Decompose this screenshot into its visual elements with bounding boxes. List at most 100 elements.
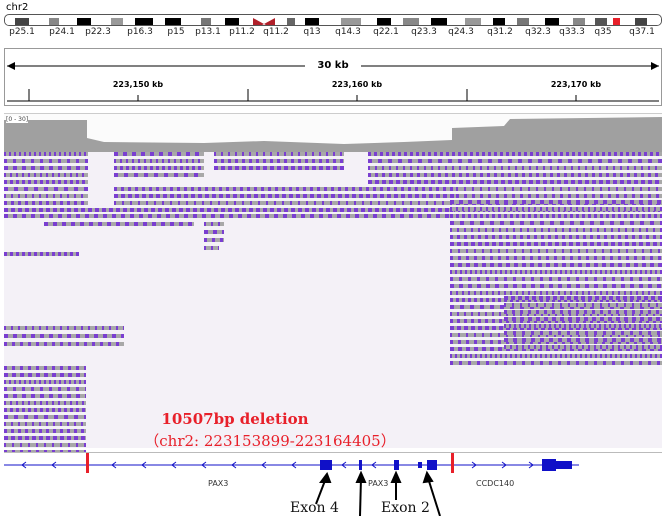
ruler-tick-label: 223,150 kb xyxy=(112,80,164,89)
read xyxy=(450,361,662,365)
read xyxy=(4,208,450,212)
read xyxy=(4,180,88,184)
ruler-span-label: 30 kb xyxy=(317,60,349,71)
read xyxy=(4,443,86,447)
read xyxy=(4,394,86,398)
read xyxy=(114,152,204,156)
read xyxy=(450,200,662,204)
band-label: q33.3 xyxy=(559,27,585,37)
read xyxy=(4,415,86,419)
read xyxy=(450,277,662,281)
chromosome-label: chr2 xyxy=(6,2,29,13)
band-label: q11.2 xyxy=(263,27,289,37)
read xyxy=(214,152,344,156)
read xyxy=(4,342,124,346)
read xyxy=(368,166,662,170)
read xyxy=(4,366,86,370)
read xyxy=(504,338,662,342)
read xyxy=(504,331,662,335)
read xyxy=(204,238,224,242)
read xyxy=(368,180,662,184)
read xyxy=(450,326,662,330)
read xyxy=(368,173,662,177)
read xyxy=(368,152,662,156)
coverage-track[interactable]: [0 - 30] xyxy=(4,113,662,152)
gene-track-graphic xyxy=(4,445,579,473)
read xyxy=(504,317,662,321)
gene-label-ccdc140: CCDC140 xyxy=(476,479,515,488)
band-label: p15 xyxy=(167,27,185,37)
read xyxy=(450,347,662,351)
read xyxy=(450,228,662,232)
read xyxy=(4,152,88,156)
read xyxy=(450,333,662,337)
band-label: p13.1 xyxy=(195,27,221,37)
read xyxy=(4,436,86,440)
read xyxy=(4,159,88,163)
genomic-ruler[interactable]: 30 kb 223,150 kb 223,160 kb 223,170 kb xyxy=(4,48,662,106)
ruler-graphic xyxy=(7,59,659,102)
gene-label-pax3: PAX3 xyxy=(208,479,229,488)
coverage-range-label: [0 - 30] xyxy=(6,116,29,123)
read xyxy=(4,408,86,412)
gene-track[interactable]: PAX3 PAX3 CCDC140 xyxy=(4,445,662,489)
ruler-tick-label: 223,160 kb xyxy=(331,80,383,89)
band-label: q37.1 xyxy=(629,27,655,37)
read xyxy=(204,230,224,234)
read xyxy=(450,263,662,267)
read xyxy=(204,246,219,250)
read xyxy=(450,256,662,260)
read xyxy=(114,194,454,198)
read xyxy=(114,173,204,177)
alignment-reads-track[interactable] xyxy=(4,152,662,461)
read xyxy=(450,298,662,302)
exon4-label: Exon 4 xyxy=(290,500,339,516)
band-label: p25.1 xyxy=(9,27,35,37)
chromosome-ideogram[interactable] xyxy=(4,14,662,26)
band-label: p11.2 xyxy=(229,27,255,37)
read xyxy=(450,207,662,211)
band-label: p22.3 xyxy=(85,27,111,37)
read xyxy=(450,284,662,288)
read xyxy=(4,214,450,218)
read xyxy=(450,291,662,295)
cytoband-labels: p25.1 p24.1 p22.3 p16.3 p15 p13.1 p11.2 … xyxy=(0,27,666,39)
band-label: q22.1 xyxy=(373,27,399,37)
band-label: q24.3 xyxy=(448,27,474,37)
band-label: q14.3 xyxy=(335,27,361,37)
read xyxy=(4,187,88,191)
read xyxy=(504,345,662,349)
read xyxy=(214,166,344,170)
band-label: q32.3 xyxy=(525,27,551,37)
read xyxy=(4,373,86,377)
read xyxy=(204,222,224,226)
exon-arrows xyxy=(315,470,441,516)
exon2-label: Exon 2 xyxy=(381,500,430,516)
gene-label-pax3-exon: PAX3 xyxy=(368,479,389,488)
read xyxy=(4,422,86,426)
read xyxy=(450,354,662,358)
read xyxy=(450,249,662,253)
read xyxy=(4,166,88,170)
read xyxy=(368,159,662,163)
band-label: q13 xyxy=(303,27,321,37)
deletion-coordinates: （chr2: 223153899-223164405） xyxy=(144,432,396,450)
read xyxy=(450,319,662,323)
read xyxy=(504,303,662,307)
read xyxy=(4,401,86,405)
read xyxy=(450,242,662,246)
read xyxy=(114,201,454,205)
ideogram-graphic xyxy=(5,17,661,25)
read xyxy=(114,187,454,191)
read xyxy=(214,159,344,163)
coverage-graphic xyxy=(4,117,662,152)
read xyxy=(504,310,662,314)
read xyxy=(4,173,88,177)
band-label: q31.2 xyxy=(487,27,513,37)
read xyxy=(450,214,662,218)
read xyxy=(4,429,86,433)
band-label: p24.1 xyxy=(49,27,75,37)
read xyxy=(4,380,86,384)
read xyxy=(4,326,124,330)
read xyxy=(114,159,204,163)
